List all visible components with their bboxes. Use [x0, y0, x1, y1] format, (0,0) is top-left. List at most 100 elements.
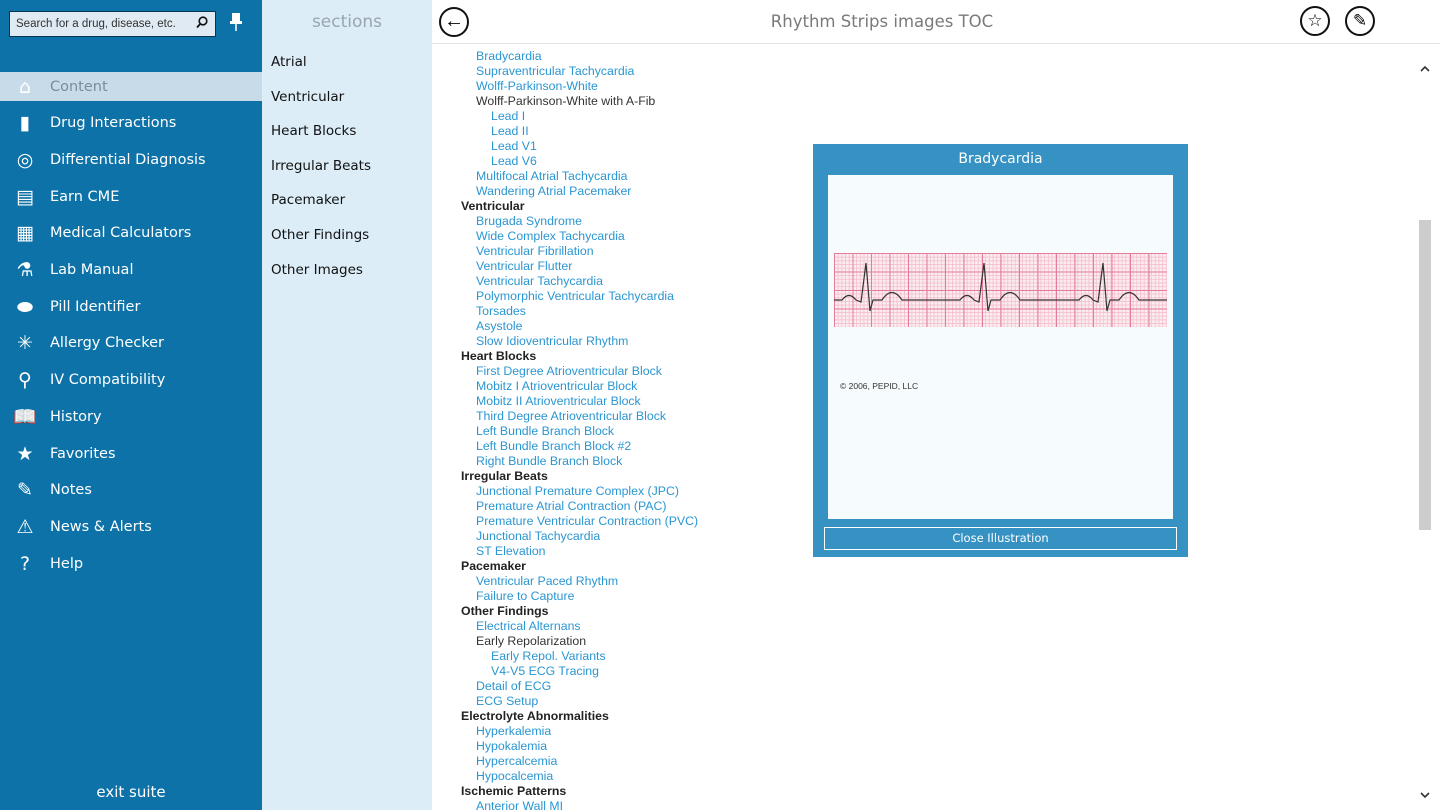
sidebar-item-label: Content	[50, 78, 108, 95]
toc-link[interactable]: Wandering Atrial Pacemaker	[476, 184, 632, 198]
search-icon[interactable]	[194, 16, 210, 33]
section-item[interactable]: Ventricular	[271, 88, 345, 105]
section-item[interactable]: Irregular Beats	[271, 157, 372, 174]
toc-link[interactable]: Hyperkalemia	[476, 724, 552, 738]
section-item[interactable]: Atrial	[271, 54, 307, 70]
toc-link[interactable]: Premature Atrial Contraction (PAC)	[476, 499, 667, 513]
sidebar-item-label: Earn CME	[50, 188, 120, 205]
section-item[interactable]: Other Images	[271, 261, 363, 278]
back-arrow-icon[interactable]: ←	[439, 7, 469, 37]
copyright-text: © 2006, PEPID, LLC	[840, 381, 919, 391]
toc-link[interactable]: Multifocal Atrial Tachycardia	[476, 169, 628, 183]
sidebar-item-label: History	[50, 408, 102, 425]
toc-link[interactable]: V4-V5 ECG Tracing	[491, 664, 599, 678]
toc-link[interactable]: Electrical Alternans	[476, 619, 581, 633]
sidebar-item-content[interactable]: ⌂ Content	[0, 72, 262, 101]
toc-link[interactable]: First Degree Atrioventricular Block	[476, 364, 662, 378]
toc-link[interactable]: Third Degree Atrioventricular Block	[476, 409, 666, 423]
sidebar-item-label: Help	[50, 555, 84, 572]
toc-heading: Ventricular	[461, 199, 525, 213]
toc-link[interactable]: Anterior Wall MI	[476, 799, 564, 810]
toc-link[interactable]: Early Repol. Variants	[491, 649, 606, 663]
sidebar-item-notes[interactable]: ✎ Notes	[0, 476, 262, 505]
toc-link[interactable]: Supraventricular Tachycardia	[476, 64, 635, 78]
sidebar-item-drug-interactions[interactable]: ▮ Drug Interactions	[0, 109, 262, 138]
toc-link[interactable]: Bradycardia	[476, 49, 542, 63]
sections-panel: sections Atrial Ventricular Heart Blocks Ir…	[262, 0, 432, 810]
toc-heading: Heart Blocks	[461, 349, 537, 363]
toc-link[interactable]: Ventricular Tachycardia	[476, 274, 603, 288]
toc-heading: Electrolyte Abnormalities	[461, 709, 609, 723]
toc-link[interactable]: Failure to Capture	[476, 589, 575, 603]
scroll-up-icon[interactable]	[1419, 60, 1431, 74]
sidebar-item-label: Lab Manual	[50, 262, 134, 278]
sidebar-item-label: Allergy Checker	[50, 335, 164, 352]
toc-link[interactable]: Mobitz II Atrioventricular Block	[476, 394, 641, 408]
toc-link[interactable]: ECG Setup	[476, 694, 539, 708]
dialog-title: Bradycardia	[958, 151, 1043, 167]
sidebar-item-pill-identifier[interactable]: ⬬ Pill Identifier	[0, 292, 262, 321]
toc-link[interactable]: Polymorphic Ventricular Tachycardia	[476, 289, 674, 303]
close-illustration-button[interactable]: Close Illustration	[824, 527, 1177, 550]
toc-link[interactable]: Hypokalemia	[476, 739, 548, 753]
home-icon: ⌂	[18, 75, 32, 98]
toc-label: Wolff-Parkinson-White with A-Fib	[476, 94, 656, 108]
scrollbar[interactable]	[1418, 48, 1432, 808]
toc-link[interactable]: Torsades	[476, 304, 526, 318]
toc-link[interactable]: Junctional Tachycardia	[476, 529, 601, 543]
sidebar-item-label: Differential Diagnosis	[50, 151, 206, 168]
toc-link[interactable]: Wolff-Parkinson-White	[476, 79, 598, 93]
toc-link[interactable]: Ventricular Paced Rhythm	[476, 574, 619, 588]
sidebar-item-earn-cme[interactable]: ▤ Earn CME	[0, 182, 262, 211]
toc-link[interactable]: Lead II	[491, 124, 529, 138]
toc-link[interactable]: Wide Complex Tachycardia	[476, 229, 625, 243]
pin-icon[interactable]	[229, 12, 243, 37]
toc-link[interactable]: Junctional Premature Complex (JPC)	[476, 484, 679, 498]
search-placeholder: Search for a drug, disease, etc.	[16, 18, 176, 30]
section-item[interactable]: Pacemaker	[271, 192, 346, 209]
calculator-icon: ▦	[16, 222, 34, 245]
toc-link[interactable]: Premature Ventricular Contraction (PVC)	[476, 514, 699, 528]
toc-link[interactable]: ST Elevation	[476, 544, 546, 558]
scroll-down-icon[interactable]	[1419, 786, 1431, 800]
section-item[interactable]: Other Findings	[271, 227, 370, 243]
toc-list: Bradycardia Supraventricular Tachycardia W…	[432, 49, 802, 810]
toc-link[interactable]: Asystole	[476, 319, 523, 333]
toc-link[interactable]: Slow Idioventricular Rhythm	[476, 334, 629, 348]
sidebar-item-help[interactable]: ? Help	[0, 549, 262, 578]
sidebar-item-label: Pill Identifier	[50, 298, 141, 315]
toc-link[interactable]: Left Bundle Branch Block #2	[476, 439, 632, 453]
sidebar-item-differential-diagnosis[interactable]: ◎ Differential Diagnosis	[0, 145, 262, 174]
header: ← Rhythm Strips images TOC ☆ ✎	[432, 0, 1440, 44]
sidebar-item-label: IV Compatibility	[50, 372, 166, 389]
favorite-star-icon[interactable]: ☆	[1300, 6, 1330, 36]
toc-link[interactable]: Mobitz I Atrioventricular Block	[476, 379, 638, 393]
toc-heading: Ischemic Patterns	[461, 784, 567, 798]
toc-link[interactable]: Ventricular Flutter	[476, 259, 573, 273]
search-input[interactable]: Search for a drug, disease, etc.	[9, 11, 216, 37]
toc-link[interactable]: Lead I	[491, 109, 526, 123]
sidebar-item-news-alerts[interactable]: ⚠ News & Alerts	[0, 512, 262, 541]
toc-link[interactable]: Lead V1	[491, 139, 537, 153]
paperclip-icon[interactable]: ✎	[1345, 6, 1375, 36]
sidebar-item-favorites[interactable]: ★ Favorites	[0, 439, 262, 468]
sidebar-item-allergy-checker[interactable]: ✳ Allergy Checker	[0, 329, 262, 358]
sidebar-item-lab-manual[interactable]: ⚗ Lab Manual	[0, 256, 262, 285]
toc-link[interactable]: Lead V6	[491, 154, 537, 168]
toc-link[interactable]: Detail of ECG	[476, 679, 552, 693]
sidebar: Search for a drug, disease, etc. ⌂ Conten…	[0, 0, 262, 810]
sidebar-item-iv-compatibility[interactable]: ⚲ IV Compatibility	[0, 366, 262, 395]
toc-link[interactable]: Left Bundle Branch Block	[476, 424, 615, 438]
ecg-strip	[834, 253, 1167, 327]
toc-link[interactable]: Brugada Syndrome	[476, 214, 582, 228]
toc-link[interactable]: Right Bundle Branch Block	[476, 454, 623, 468]
section-item[interactable]: Heart Blocks	[271, 123, 357, 140]
book-icon: 📖	[13, 406, 37, 429]
toc-link[interactable]: Hypercalcemia	[476, 754, 558, 768]
sidebar-item-medical-calculators[interactable]: ▦ Medical Calculators	[0, 219, 262, 248]
sidebar-item-history[interactable]: 📖 History	[0, 402, 262, 431]
exit-suite-button[interactable]: exit suite	[96, 783, 166, 801]
toc-link[interactable]: Ventricular Fibrillation	[476, 244, 594, 258]
toc-link[interactable]: Hypocalcemia	[476, 769, 554, 783]
scrollbar-thumb[interactable]	[1419, 220, 1431, 530]
